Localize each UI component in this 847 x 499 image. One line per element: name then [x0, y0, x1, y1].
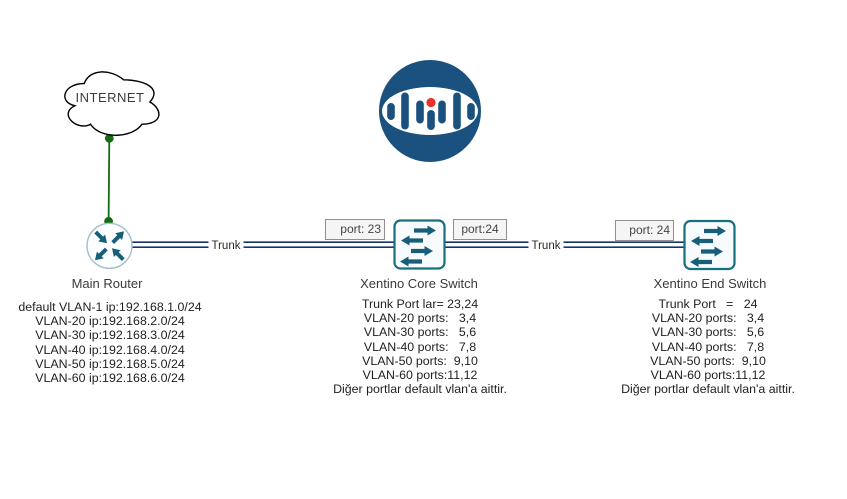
internet-cloud-label: INTERNET [75, 90, 145, 105]
router-arrow-icon [94, 230, 108, 244]
core-switch-port-left-label: port: 23 [325, 219, 385, 240]
logo-bar [416, 100, 424, 124]
trunk-label-core-end: Trunk [528, 240, 564, 252]
config-line: VLAN-60 ip:192.168.6.0/24 [35, 371, 185, 386]
switch-arrow-icon [401, 235, 423, 246]
config-line: VLAN-30 ip:192.168.3.0/24 [35, 328, 185, 343]
trunk-link-core-end [443, 241, 686, 248]
core-switch-port-right-label: port:24 [453, 219, 507, 240]
switch-arrow-icon [414, 225, 436, 236]
config-line: VLAN-30 ports: 5,6 [651, 325, 765, 340]
logo-bar [438, 100, 446, 124]
trunk-label-router-core: Trunk [208, 239, 244, 252]
end-switch-label: Xentino End Switch [653, 276, 767, 291]
core-switch-vlan-config: Trunk Port lar= 23,24 VLAN-20 ports: 3,4… [300, 297, 540, 396]
core-switch-icon [393, 219, 446, 270]
logo-bar [427, 110, 435, 130]
switch-arrow-icon [411, 246, 433, 256]
internet-cloud [64, 71, 160, 136]
switch-arrow-icon [400, 256, 422, 267]
cloud-shape [64, 71, 160, 136]
router-vlan-config: default VLAN-1 ip:192.168.1.0/24 VLAN-20… [0, 300, 220, 385]
link-endpoint-dot [104, 133, 114, 143]
logo-bar [401, 92, 409, 130]
config-line: VLAN-60 ports:11,12 [650, 368, 766, 383]
config-line: Trunk Port lar= 23,24 [361, 297, 479, 311]
core-switch-label: Xentino Core Switch [360, 276, 478, 291]
router-arrow-icon [111, 231, 125, 245]
xentino-logo [379, 60, 481, 162]
switch-arrow-icon [704, 226, 726, 236]
switch-arrow-icon [690, 257, 712, 267]
logo-red-dot [426, 97, 436, 108]
config-line: Diğer portlar default vlan'a aittir. [621, 382, 795, 397]
logo-bar [453, 92, 461, 130]
config-line: VLAN-50 ip:192.168.5.0/24 [35, 356, 185, 371]
config-line: VLAN-40 ip:192.168.4.0/24 [35, 342, 185, 357]
logo-bar [467, 103, 475, 120]
config-line: VLAN-20 ports: 3,4 [363, 311, 477, 326]
config-line: VLAN-40 ports: 7,8 [363, 339, 477, 354]
config-line: Diğer portlar default vlan'a aittir. [333, 382, 507, 397]
config-line: VLAN-30 ports: 5,6 [363, 325, 477, 340]
config-line: VLAN-40 ports: 7,8 [651, 339, 765, 354]
switch-arrow-icon [691, 236, 713, 246]
trunk-link-router-core [127, 241, 396, 248]
config-line: VLAN-60 ports:11,12 [362, 368, 478, 383]
end-switch-icon [683, 219, 736, 271]
router-label: Main Router [71, 276, 143, 291]
config-line: default VLAN-1 ip:192.168.1.0/24 [18, 300, 202, 314]
config-line: VLAN-20 ports: 3,4 [651, 311, 765, 326]
config-line: VLAN-50 ports: 9,10 [650, 353, 766, 368]
router-arrow-icon [94, 247, 108, 261]
router-arrow-icon [111, 248, 125, 262]
internet-uplink [104, 133, 114, 226]
config-line: VLAN-50 ports: 9,10 [362, 353, 478, 368]
logo-bar [387, 103, 395, 120]
end-switch-port-left-label: port: 24 [615, 219, 674, 241]
router-icon [86, 222, 133, 270]
config-line: Trunk Port = 24 [658, 297, 758, 311]
end-switch-vlan-config: Trunk Port = 24 VLAN-20 ports: 3,4 VLAN-… [588, 297, 828, 396]
switch-arrow-icon [701, 246, 723, 257]
config-line: VLAN-20 ip:192.168.2.0/24 [35, 314, 185, 329]
